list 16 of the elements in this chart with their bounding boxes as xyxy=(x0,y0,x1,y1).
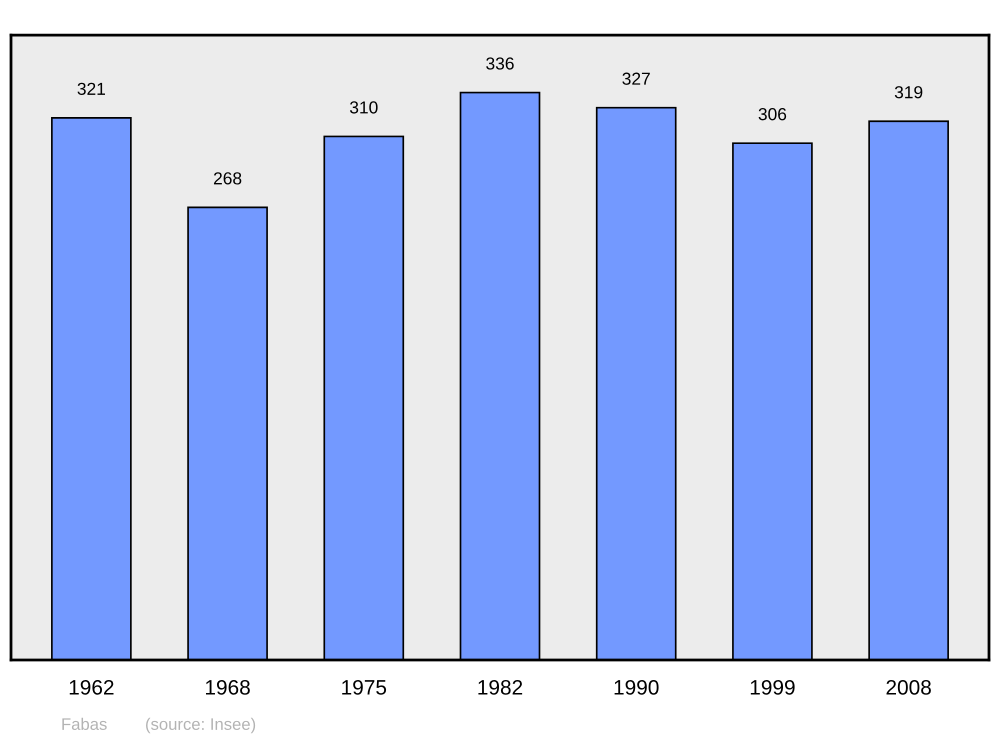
data-label: 327 xyxy=(622,72,650,85)
x-tick-label: 1968 xyxy=(206,680,250,695)
x-tick-label: 2008 xyxy=(886,680,931,695)
text: Fabas xyxy=(62,718,107,730)
data-label: 306 xyxy=(758,108,786,120)
data-label: 321 xyxy=(78,82,105,95)
data-label: 319 xyxy=(894,86,922,98)
x-tick-label: 1975 xyxy=(342,680,386,695)
x-tick-label: 1990 xyxy=(614,680,659,695)
x-tick-label: 1999 xyxy=(750,680,795,695)
data-label: 268 xyxy=(214,172,242,184)
x-tick-label: 1982 xyxy=(478,680,522,695)
text: (source: Insee) xyxy=(146,718,256,734)
data-label: 310 xyxy=(350,101,378,114)
x-tick-label: 1962 xyxy=(70,680,114,695)
data-label: 336 xyxy=(486,57,514,70)
